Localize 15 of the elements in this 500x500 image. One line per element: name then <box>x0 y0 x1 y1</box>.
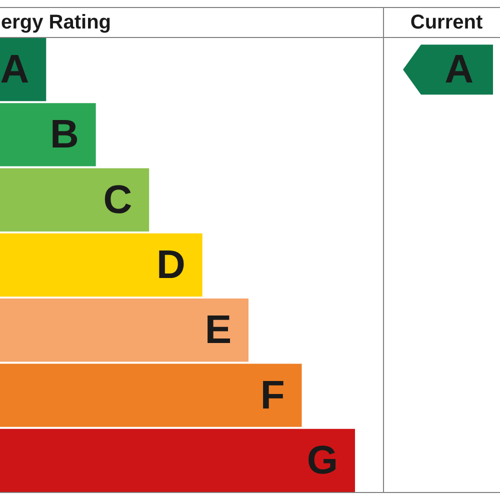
y-tick-label: E <box>204 308 232 352</box>
bar <box>0 168 150 232</box>
text: A <box>444 48 474 92</box>
y-tick-label: B <box>50 112 79 157</box>
bar <box>0 428 355 492</box>
y-tick-label: G <box>306 438 338 482</box>
text: Current <box>410 12 483 34</box>
text: ergy Rating <box>1 12 112 34</box>
bar <box>0 298 248 362</box>
y-tick-label: D <box>156 243 186 288</box>
bar <box>0 103 96 166</box>
y-tick-label: C <box>103 178 132 222</box>
bar <box>0 364 302 427</box>
bar <box>0 233 202 297</box>
y-tick-label: F <box>260 373 285 418</box>
